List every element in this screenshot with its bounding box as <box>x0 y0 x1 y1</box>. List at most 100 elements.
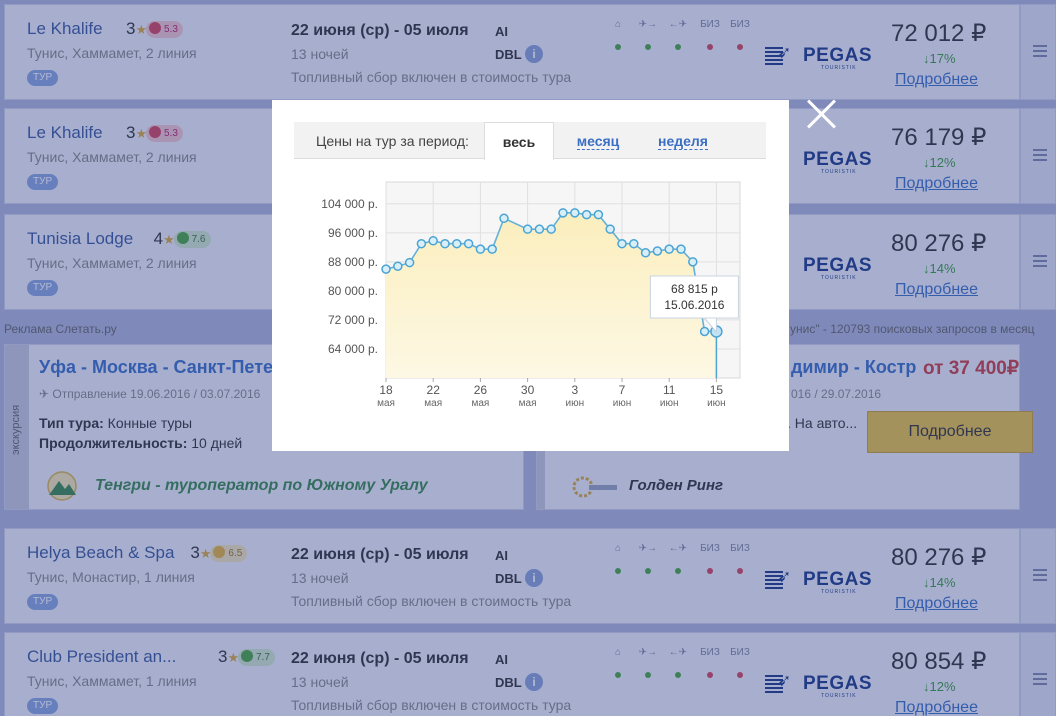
hamburger-icon <box>1033 45 1047 57</box>
details-link[interactable]: Подробнее <box>895 595 978 612</box>
details-link[interactable]: Подробнее <box>895 175 978 192</box>
x-tick-day: 30 <box>521 383 535 397</box>
hotel-name[interactable]: Helya Beach & Spa <box>27 543 175 562</box>
price-drop: ↓12% <box>923 155 956 170</box>
x-tick-month: мая <box>519 398 537 409</box>
service-status-dot <box>675 568 681 574</box>
operator-name: PEGAS <box>803 45 873 66</box>
tour-card[interactable]: Le Khalife 3★ 5.3 Тунис, Хаммамет, 2 линия Т… <box>4 4 1020 100</box>
rating-badge: 7.7 <box>238 649 275 666</box>
plane-icon: ✈ <box>39 387 53 401</box>
ad-dates: ✈ Отправление 19.06.2016 / 03.07.2016 <box>39 387 260 401</box>
details-link[interactable]: Подробнее <box>895 281 978 298</box>
service-status-dot <box>707 44 713 50</box>
close-icon[interactable] <box>806 98 838 130</box>
tab-month[interactable]: месяц <box>568 122 628 160</box>
hotel-location: Тунис, Хаммамет, 2 линия <box>27 255 197 271</box>
rating-value: 6.5 <box>228 548 243 559</box>
tour-card[interactable]: Helya Beach & Spa 3★ 6.5 Тунис, Монастир, 1… <box>4 528 1020 624</box>
tour-menu-button[interactable] <box>1020 632 1056 716</box>
tour-menu-button[interactable] <box>1020 108 1056 204</box>
price-point <box>416 238 427 249</box>
x-tick-day: 7 <box>619 383 626 397</box>
x-tick-day: 18 <box>379 383 393 397</box>
period-selector: Цены на тур за период: весь месяц неделя <box>294 122 766 160</box>
tour-menu-button[interactable] <box>1020 214 1056 310</box>
golden-ring-logo-icon <box>572 476 617 498</box>
ad-operator[interactable]: Тенгри - туроператор по Южному Уралу <box>95 477 428 494</box>
hamburger-icon <box>1033 569 1047 581</box>
meal-plan: AI <box>495 548 508 563</box>
info-icon[interactable]: i <box>525 569 543 587</box>
tour-tag: ТУР <box>27 174 59 190</box>
ad2-more-button[interactable]: Подробнее <box>867 411 1033 453</box>
operator-name: PEGAS <box>803 569 873 590</box>
price-line <box>385 212 717 333</box>
ad2-operator[interactable]: Голден Ринг <box>629 477 724 494</box>
tour-tag: ТУР <box>27 698 59 714</box>
price-drop: ↓17% <box>923 51 956 66</box>
rating-value: 7.6 <box>191 234 206 245</box>
rating-badge: 7.6 <box>173 231 211 248</box>
stars-count: 3 <box>218 647 228 666</box>
rating-badge: 5.3 <box>146 125 183 142</box>
tour-card[interactable]: Club President an... 3★ 7.7 Тунис, Хаммамет… <box>4 632 1020 716</box>
x-tick-day: 11 <box>663 383 676 397</box>
business-back-icon: БИЗ <box>727 647 753 678</box>
x-tick-day: 22 <box>427 383 441 397</box>
ad-tour-type-label: Тип тура: <box>39 415 104 431</box>
tab-week-label: неделя <box>658 133 708 150</box>
room-type: DBL <box>495 571 522 586</box>
hamburger-icon <box>1033 255 1047 267</box>
fuel-note: Топливный сбор включен в стоимость тура <box>291 697 572 713</box>
tour-price: 76 179 ₽ <box>891 124 987 151</box>
details-link[interactable]: Подробнее <box>895 71 978 88</box>
ad-tour-type-value: Конные туры <box>107 415 193 431</box>
tab-all[interactable]: весь <box>484 122 554 160</box>
x-tick-month: мая <box>424 398 442 409</box>
room-type: DBL <box>495 47 522 62</box>
x-tick-month: июн <box>565 398 584 409</box>
operator-sub: TOURISTIK <box>821 693 857 699</box>
plane-back-icon: ←✈ <box>665 647 691 678</box>
tab-week[interactable]: неделя <box>648 122 718 160</box>
hotel-name[interactable]: Le Khalife <box>27 123 103 142</box>
rating-value: 7.7 <box>256 652 270 663</box>
plane-back-icon: ←✈ <box>665 543 691 574</box>
operator-logo-stripes <box>765 571 783 591</box>
tour-price: 80 276 ₽ <box>891 230 987 257</box>
rating-badge: 6.5 <box>210 545 248 562</box>
ad-category-strip: экскурсия <box>5 345 29 509</box>
ad-card-excursion[interactable]: экскурсия Уфа - Москва - Санкт-Петер ✈ О… <box>4 344 524 510</box>
ad-duration-label: Продолжительность: <box>39 435 188 451</box>
stars-count: 3 <box>126 19 136 38</box>
info-icon[interactable]: i <box>525 45 543 63</box>
hotel-name[interactable]: Le Khalife <box>27 19 103 38</box>
price-point <box>487 244 497 254</box>
hotel-name[interactable]: Club President an... <box>27 647 177 666</box>
operator-name: PEGAS <box>803 255 873 276</box>
tour-price: 72 012 ₽ <box>891 20 987 47</box>
info-icon[interactable]: i <box>525 673 543 691</box>
business-out-icon: БИЗ <box>697 19 723 50</box>
ad2-title[interactable]: димир - Костр <box>791 357 917 377</box>
operator-name: PEGAS <box>803 673 873 694</box>
price-point <box>640 248 651 258</box>
hotel-name[interactable]: Tunisia Lodge <box>27 229 134 248</box>
ad-title[interactable]: Уфа - Москва - Санкт-Петер <box>39 357 285 377</box>
room-type: DBL <box>495 675 522 690</box>
details-link[interactable]: Подробнее <box>895 699 978 716</box>
price-point <box>581 209 592 220</box>
price-point <box>676 244 686 254</box>
tooltip-box <box>649 275 739 319</box>
business-out-icon: БИЗ <box>697 543 723 574</box>
hotel-location: Тунис, Хаммамет, 1 линия <box>27 673 197 689</box>
plane-out-icon: ✈→ <box>635 647 661 678</box>
price-point <box>664 244 674 254</box>
pegasus-icon: ➶ <box>777 567 792 586</box>
hotel-stars: 3★ <box>126 123 147 143</box>
price-point <box>699 326 710 337</box>
rating-face-icon <box>241 650 253 662</box>
